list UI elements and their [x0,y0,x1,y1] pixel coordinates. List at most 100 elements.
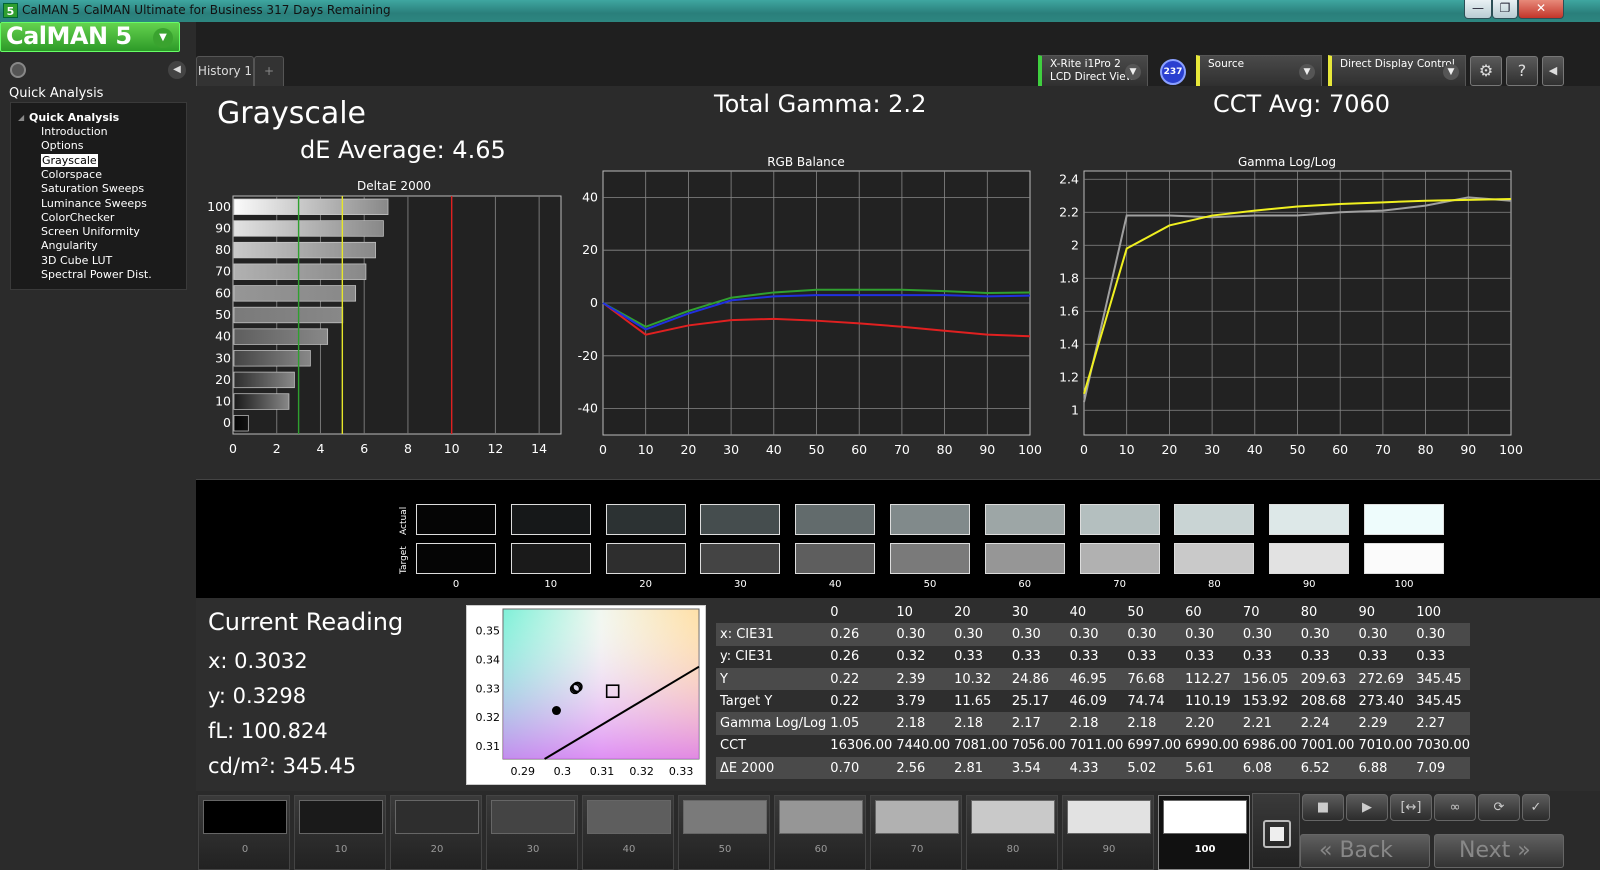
sidebar: CalMAN 5 ▼ ◀ Quick Analysis ◢ Quick Anal… [0,22,196,870]
deltae-bar [233,285,357,302]
patch-button[interactable]: 100 [1158,795,1250,870]
calman-logo-button[interactable]: CalMAN 5 ▼ [0,22,180,52]
y-tick-label: 2.2 [1059,204,1079,219]
table-cell: 0.30 [1296,623,1355,646]
display-control-dropdown[interactable]: Direct Display Control ▼ [1328,55,1466,87]
table-cell: 3.79 [892,690,951,713]
patch-button[interactable]: 10 [294,795,386,870]
actual-swatch [984,504,1065,535]
table-cell: 7010.00 [1354,734,1413,758]
y-tick-label: 2.4 [1059,171,1079,186]
table-cell: 0.33 [1123,645,1182,668]
table-cell: 76.68 [1123,667,1182,691]
next-button[interactable]: Next » [1434,834,1564,868]
y-tick-label: 1.6 [1059,303,1079,318]
sidebar-item[interactable]: Grayscale [41,153,98,167]
x-tick-label: 30 [1204,442,1220,457]
patch-label: 50 [718,844,732,855]
column-header: 40 [1065,601,1124,624]
patch-swatch [203,800,287,834]
table-cell: 0.30 [1354,623,1413,646]
patch-swatch [395,800,479,834]
actual-swatch [416,504,496,535]
tree-root[interactable]: Quick Analysis [29,111,120,124]
x-tick-label: 0 [229,441,237,456]
collapse-sidebar-icon[interactable]: ◀ [168,61,186,79]
sidebar-item[interactable]: Screen Uniformity [41,225,140,238]
target-swatch [795,543,876,574]
meter-badge[interactable]: 237 [1160,59,1186,85]
sidebar-item-label: Saturation Sweeps [41,182,145,196]
sidebar-item[interactable]: Colorspace [41,168,102,181]
patch-button[interactable]: 50 [678,795,770,870]
chevron-down-icon: ▼ [1125,64,1141,80]
patch-button[interactable]: 0 [198,795,290,870]
minimize-button[interactable]: — [1464,0,1492,19]
patch-button[interactable]: 30 [486,795,578,870]
meter-dropdown[interactable]: X-Rite i1Pro 2 LCD Direct View ▼ [1038,55,1148,87]
table-cell: 24.86 [1007,667,1066,691]
patch-button[interactable]: 60 [774,795,866,870]
sidebar-title: Quick Analysis [9,86,104,101]
target-swatch [510,543,591,574]
expand-arrow-icon[interactable]: ◢ [18,113,25,122]
y-tick-label: -20 [578,348,598,363]
sidebar-item[interactable]: Options [41,139,83,152]
x-tick-label: 10 [444,441,460,456]
target-swatch [605,543,686,574]
column-header: 70 [1238,601,1297,624]
sidebar-item[interactable]: 3D Cube LUT [41,254,112,267]
patch-button[interactable]: 70 [870,795,962,870]
deltae-bar [233,350,311,367]
add-tab-button[interactable]: + [254,56,284,86]
swatch-comparison: Actual Target 0 10 20 30 40 50 60 70 80 90 100 [196,479,1600,598]
patch-button[interactable]: 80 [966,795,1058,870]
sidebar-item[interactable]: ColorChecker [41,211,114,224]
help-icon[interactable]: ? [1506,56,1538,86]
gear-icon[interactable]: ⚙ [1470,56,1502,86]
x-tick-label: 50 [809,442,825,457]
table-cell: 2.56 [892,757,951,780]
loop-icon[interactable]: ∞ [1434,794,1476,821]
table-cell: 3.54 [1007,757,1066,780]
sidebar-item[interactable]: Spectral Power Dist. [41,268,152,281]
readings-panel: Current Reading x: 0.3032 y: 0.3298 fL: … [196,598,1600,791]
table-cell: 0.30 [1238,623,1297,646]
sidebar-item[interactable]: Luminance Sweeps [41,197,147,210]
table-cell: 6.52 [1296,757,1355,780]
stop-icon[interactable]: ■ [1302,794,1344,821]
table-cell: 2.29 [1354,712,1413,735]
back-button[interactable]: « Back [1300,834,1430,868]
x-tick-label: 100 [1499,442,1523,457]
table-cell: 16306.00 [826,734,893,758]
range-icon[interactable]: [↔] [1390,794,1432,821]
table-cell: 6990.00 [1181,734,1239,758]
stop-panel [1252,793,1300,868]
play-icon[interactable]: ▶ [1346,794,1388,821]
patch-button[interactable]: 90 [1062,795,1154,870]
sidebar-item[interactable]: Saturation Sweeps [41,182,144,195]
stop-square-icon[interactable] [1263,820,1291,848]
refresh-icon[interactable]: ⟳ [1478,794,1520,821]
table-cell: 6.08 [1238,757,1297,780]
tab-history-1[interactable]: History 1 [196,56,254,86]
table-cell: 0.33 [1065,645,1124,668]
check-icon[interactable]: ✓ [1522,794,1550,821]
table-cell: 0.32 [892,645,951,668]
table-row: CCT 16306.00 7440.00 7081.00 7056.00 7011.00 6… [716,734,1470,758]
record-icon[interactable] [10,62,26,78]
sidebar-item[interactable]: Introduction [41,125,108,138]
collapse-icon[interactable]: ◀ [1542,56,1564,86]
source-dropdown[interactable]: Source ▼ [1196,55,1322,87]
sidebar-item[interactable]: Angularity [41,239,98,252]
x-tick-label: 70 [1375,442,1391,457]
patch-button[interactable]: 20 [390,795,482,870]
maximize-button[interactable]: ❐ [1492,0,1518,19]
next-label: Next [1459,838,1511,863]
x-tick-label: 0.32 [629,765,654,778]
close-button[interactable]: ✕ [1518,0,1564,19]
y-tick-label: 100 [207,199,231,214]
column-header: 50 [1123,601,1182,624]
sidebar-item-label: Options [41,139,84,153]
patch-button[interactable]: 40 [582,795,674,870]
